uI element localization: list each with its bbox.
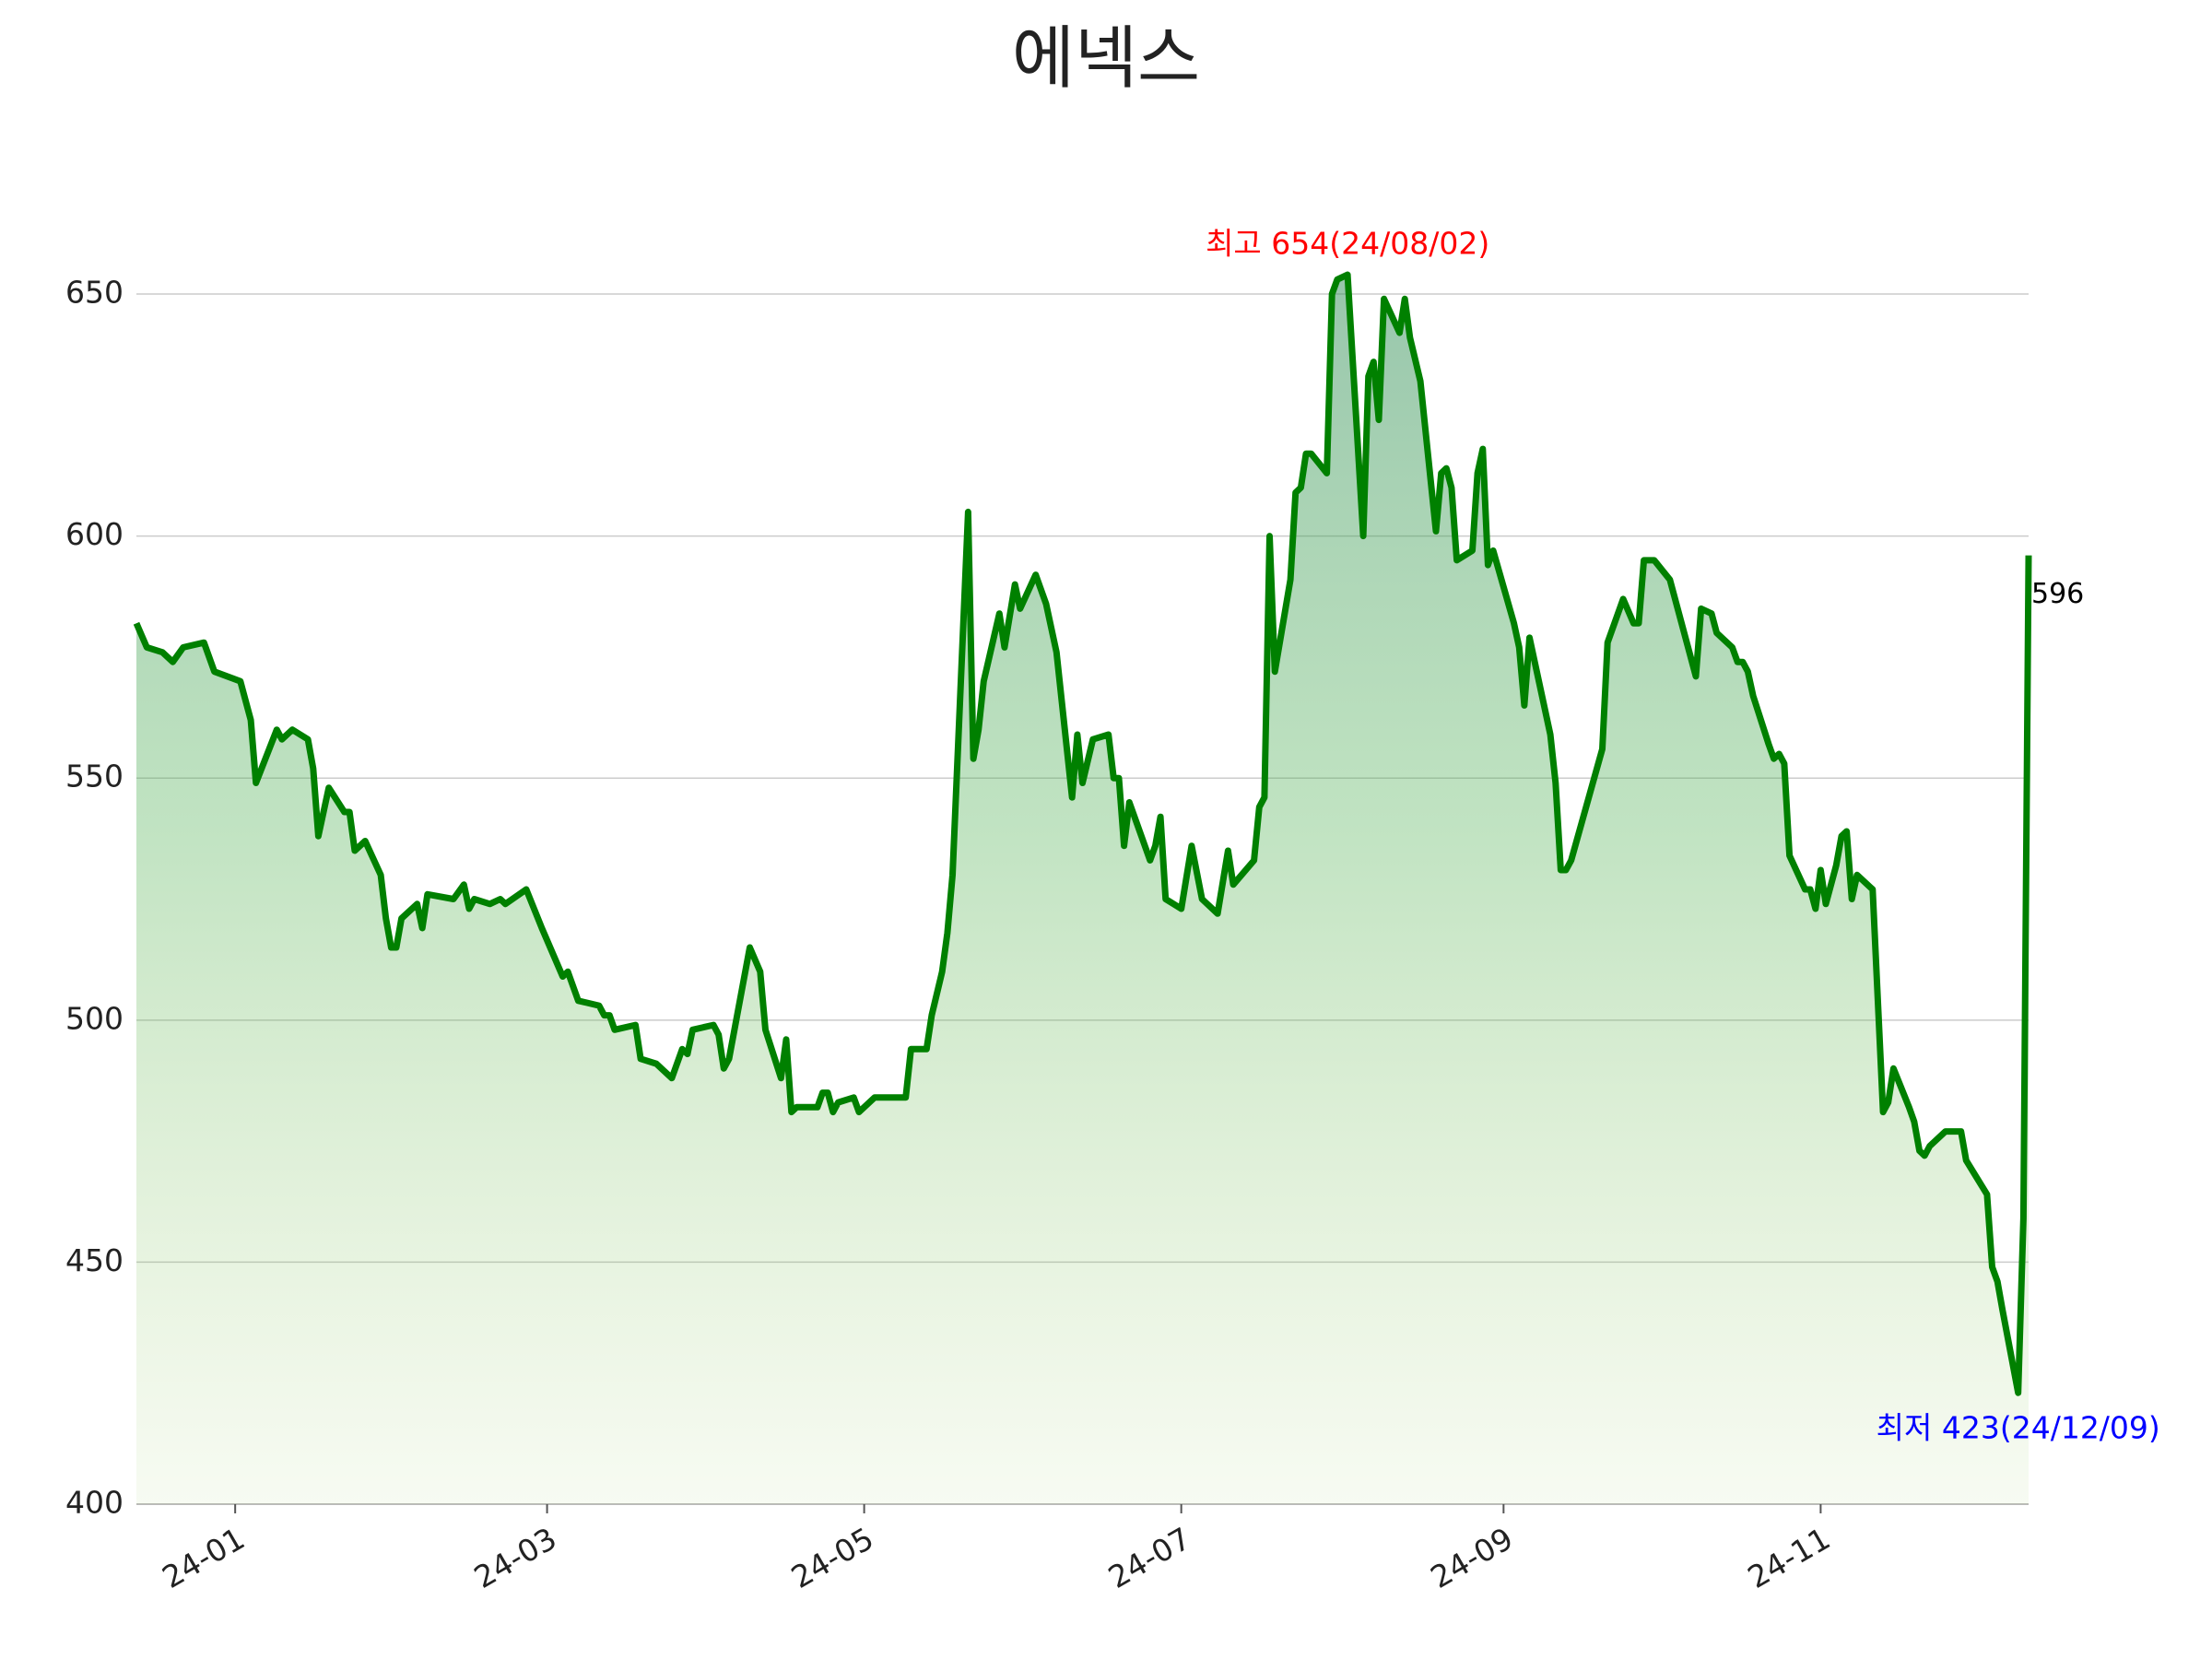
chart-title: 에넥스 [1012,19,1200,99]
x-tick-label: 24-01 [156,1520,251,1595]
y-tick-label: 450 [65,1242,124,1278]
area [136,275,2029,1504]
x-tick-label: 24-03 [468,1520,563,1595]
x-tick-label: 24-09 [1425,1520,1520,1595]
x-tick-label: 24-05 [785,1520,880,1595]
min-annotation: 최저 423(24/12/09) [1877,1410,2160,1446]
last-value-label: 596 [2031,578,2084,610]
line [133,271,2032,1396]
y-tick-label: 400 [65,1485,124,1521]
y-tick-label: 550 [65,759,124,794]
y-tick-label: 500 [65,1000,124,1036]
max-annotation: 최고 654(24/08/02) [1206,226,1489,262]
y-tick-label: 600 [65,516,124,552]
x-tick-label: 24-07 [1102,1520,1197,1595]
y-tick-label: 650 [65,275,124,311]
x-tick-label: 24-11 [1742,1520,1837,1595]
